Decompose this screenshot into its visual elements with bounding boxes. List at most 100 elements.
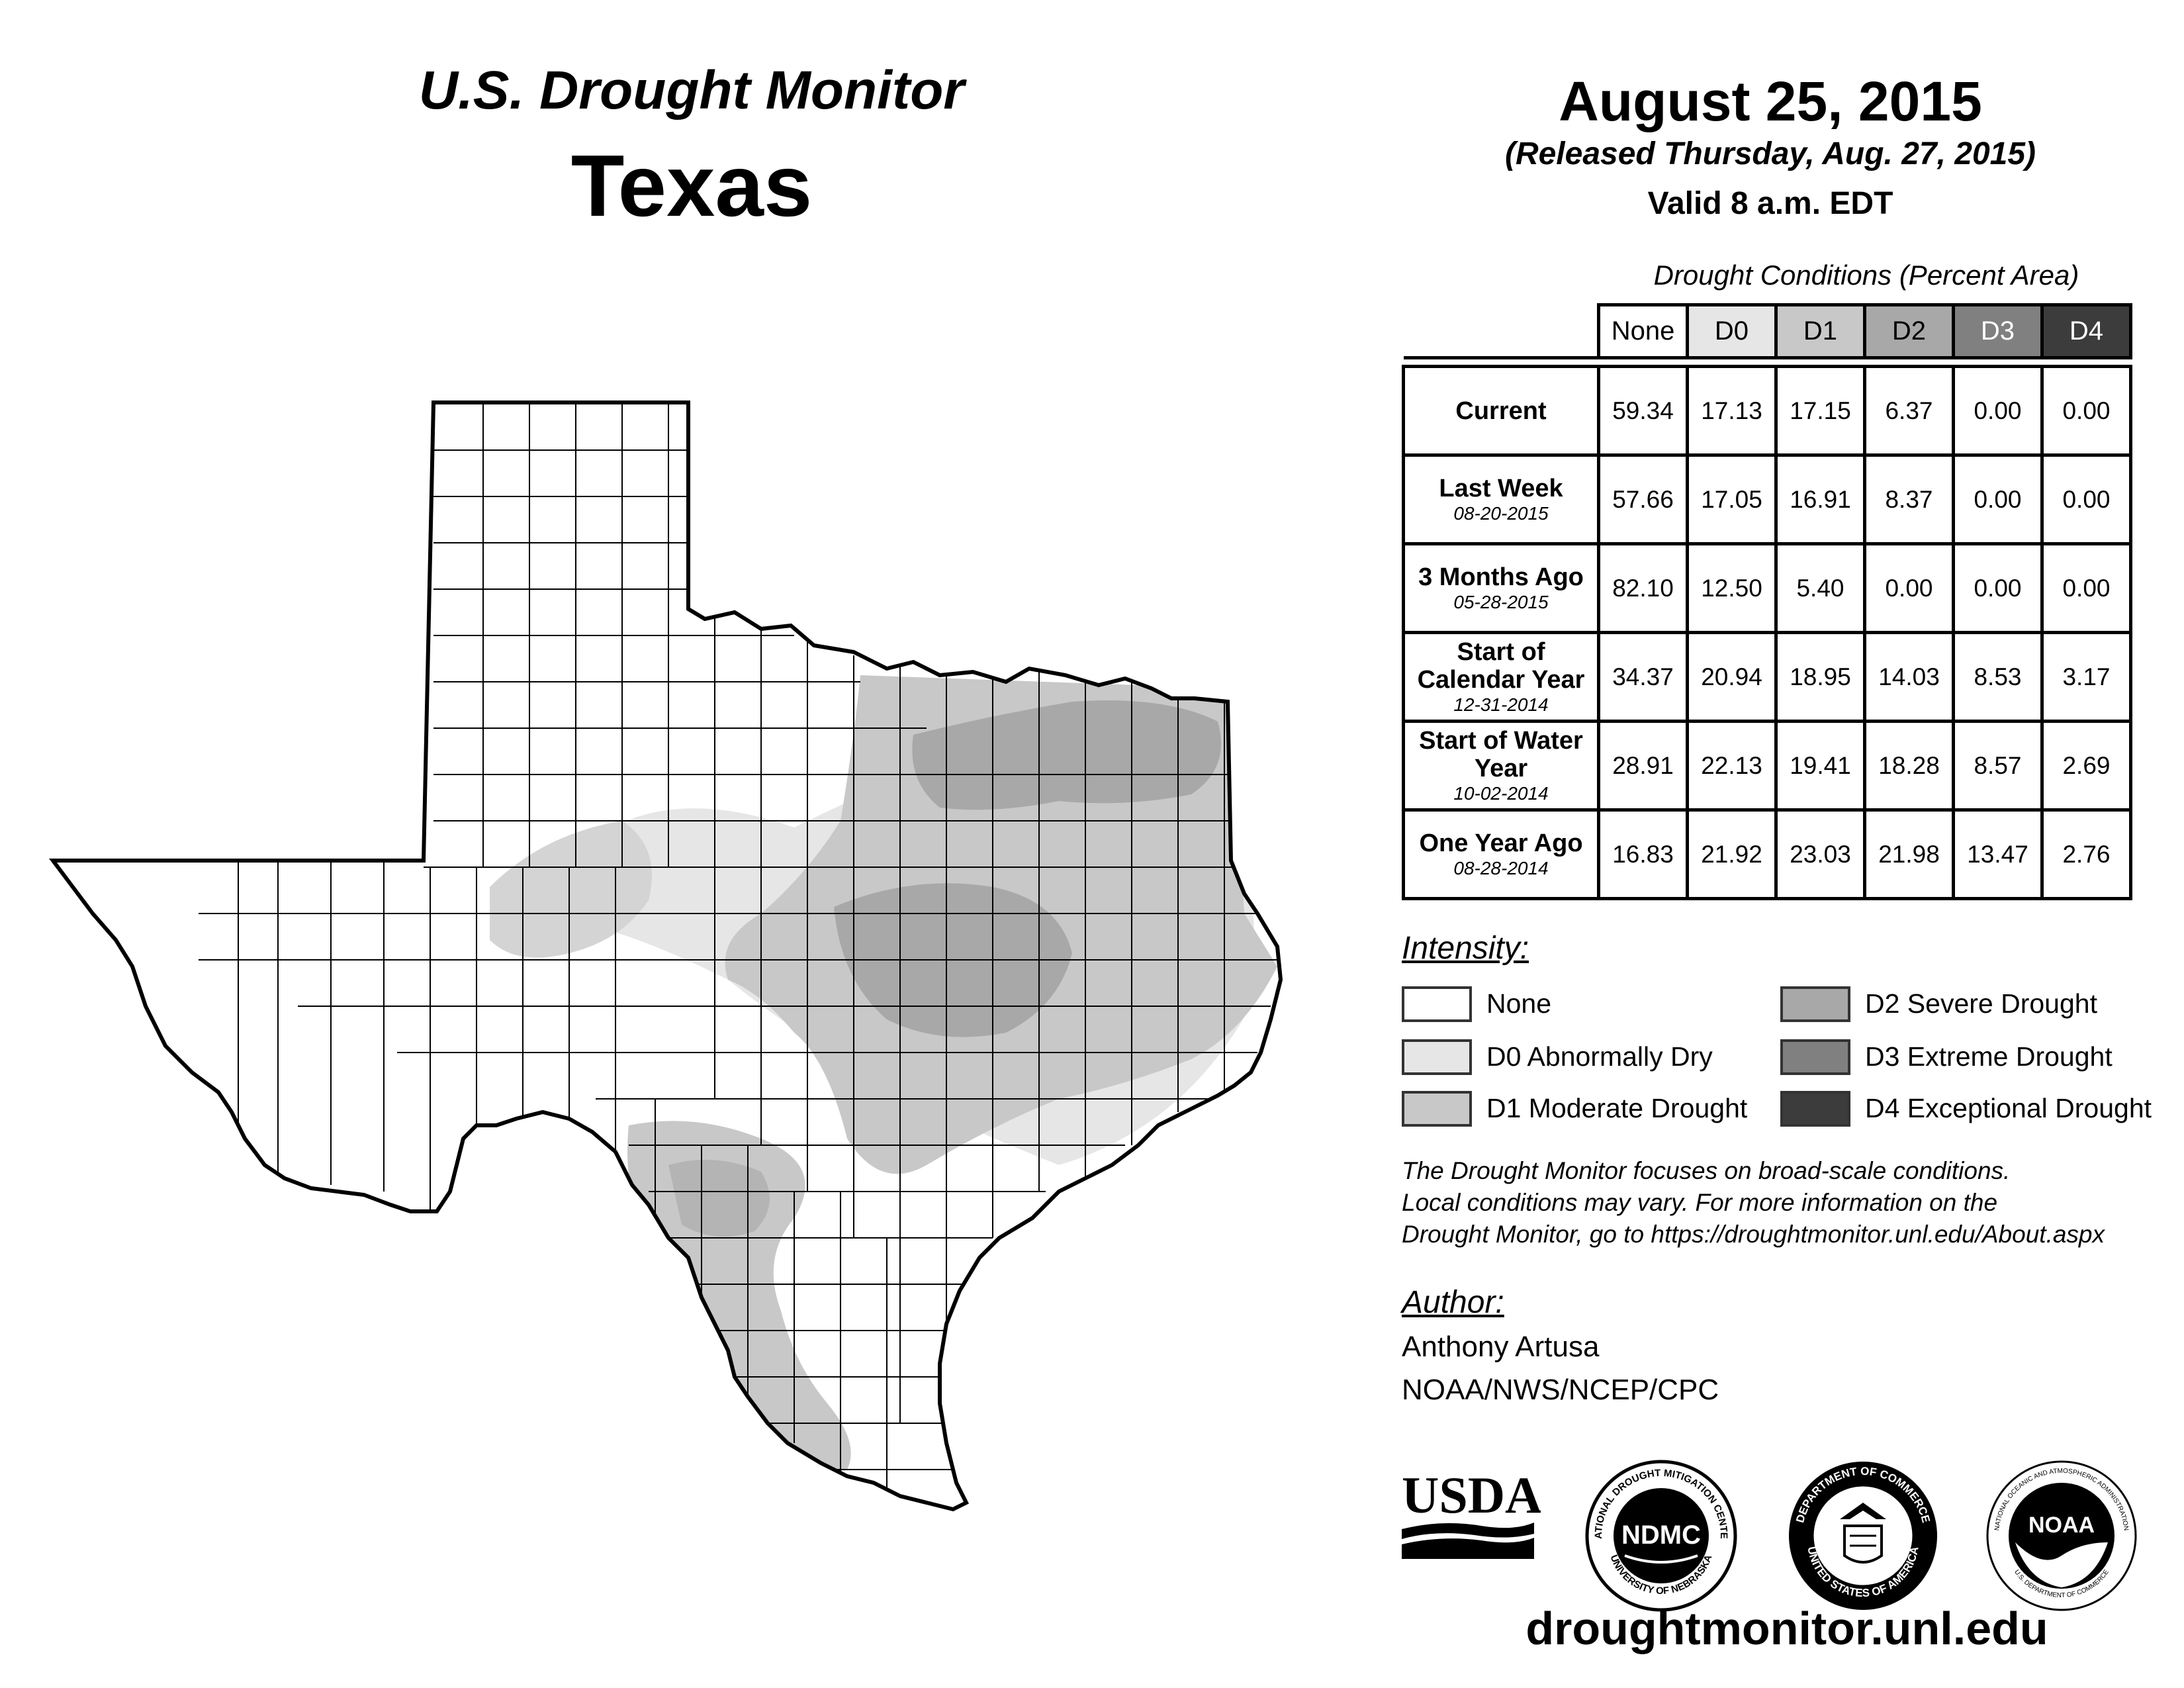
table-cell: 0.00 [2040, 453, 2132, 545]
noaa-logo: NATIONAL OCEANIC AND ATMOSPHERIC ADMINIS… [1986, 1460, 2137, 1611]
row-label-text: Last Week [1439, 474, 1563, 502]
table-cell: 8.37 [1863, 453, 1955, 545]
row-label: Current [1402, 365, 1600, 457]
legend-swatch [1780, 986, 1850, 1022]
row-label-text: Start of Water Year [1419, 726, 1583, 782]
release-date: (Released Thursday, Aug. 27, 2015) [1504, 136, 2036, 171]
table-cell: 0.00 [1952, 453, 2044, 545]
column-header-d1: D1 [1774, 303, 1866, 359]
table-cell: 59.34 [1597, 365, 1689, 457]
table-cell: 12.50 [1686, 542, 1778, 634]
table-cell: 17.05 [1686, 453, 1778, 545]
table-cell: 18.95 [1774, 631, 1866, 723]
column-header-none: None [1597, 303, 1689, 359]
table-cell: 34.37 [1597, 631, 1689, 723]
row-label: Start of Calendar Year 12-31-2014 [1402, 631, 1600, 723]
map-date: August 25, 2015 [1559, 70, 1982, 132]
row-date: 12-31-2014 [1453, 694, 1549, 715]
legend-label: D3 Extreme Drought [1865, 1041, 2113, 1072]
legend-swatch [1402, 1091, 1472, 1127]
table-cell: 23.03 [1774, 808, 1866, 900]
table-cell: 0.00 [1952, 542, 2044, 634]
usda-logo-text: USDA [1402, 1466, 1541, 1524]
table-header-row: None D0 D1 D2 D3 D4 [1403, 303, 2132, 359]
valid-time: Valid 8 a.m. EDT [1647, 186, 1893, 221]
disclaimer-note: The Drought Monitor focuses on broad-sca… [1402, 1155, 2176, 1250]
row-date: 05-28-2015 [1453, 591, 1549, 612]
state-title: Texas [570, 137, 813, 234]
legend-swatch [1402, 1039, 1472, 1075]
intensity-heading: Intensity: [1402, 931, 1529, 966]
table-cell: 0.00 [1952, 365, 2044, 457]
map-title: U.S. Drought Monitor [418, 60, 965, 120]
table-cell: 13.47 [1952, 808, 2044, 900]
table-cell: 17.13 [1686, 365, 1778, 457]
row-label: One Year Ago 08-28-2014 [1402, 808, 1600, 900]
row-date: 08-20-2015 [1453, 502, 1549, 524]
column-header-d4: D4 [2040, 303, 2132, 359]
legend-swatch [1402, 986, 1472, 1022]
drought-conditions-table: None D0 D1 D2 D3 D4 Current 59.34 17.13 17.… [1402, 303, 2132, 900]
table-cell: 0.00 [2040, 365, 2132, 457]
row-label-text: Current [1455, 397, 1547, 425]
table-cell: 20.94 [1686, 631, 1778, 723]
table-row: Start of Calendar Year 12-31-2014 34.37 20.… [1402, 631, 2132, 723]
table-cell: 3.17 [2040, 631, 2132, 723]
ndmc-logo: NATIONAL DROUGHT MITIGATION CENTER UNIVE… [1582, 1456, 1737, 1612]
table-cell: 2.69 [2040, 720, 2132, 812]
table-cell: 8.53 [1952, 631, 2044, 723]
row-date: 08-28-2014 [1453, 857, 1549, 878]
legend-label: D1 Moderate Drought [1486, 1093, 1748, 1123]
column-header-d2: D2 [1863, 303, 1955, 359]
row-label-text: One Year Ago [1419, 829, 1583, 857]
legend-label: D0 Abnormally Dry [1486, 1041, 1713, 1072]
county-boundaries [199, 402, 1277, 1489]
ndmc-logo-text: NDMC [1621, 1521, 1701, 1550]
row-label-text: 3 Months Ago [1418, 563, 1584, 591]
drought-area-d1-west [490, 821, 652, 958]
drought-area-d2-north [912, 700, 1221, 810]
table-cell: 16.83 [1597, 808, 1689, 900]
table-row: 3 Months Ago 05-28-2015 82.10 12.50 5.40 0.00… [1402, 542, 2132, 634]
drought-monitor-url[interactable]: droughtmonitor.unl.edu [1525, 1603, 2048, 1654]
table-cell: 16.91 [1774, 453, 1866, 545]
author-name: Anthony Artusa [1402, 1331, 1600, 1363]
legend-label: D2 Severe Drought [1865, 988, 2097, 1019]
legend-label: D4 Exceptional Drought [1865, 1093, 2152, 1123]
table-cell: 2.76 [2040, 808, 2132, 900]
author-org: NOAA/NWS/NCEP/CPC [1402, 1374, 1719, 1406]
table-cell: 19.41 [1774, 720, 1866, 812]
table-cell: 22.13 [1686, 720, 1778, 812]
note-line: Drought Monitor, go to https://droughtmo… [1402, 1221, 2105, 1248]
table-row: Last Week 08-20-2015 57.66 17.05 16.91 8.37 0.… [1402, 453, 2132, 545]
texas-border [49, 400, 1283, 1512]
row-label-text: Start of Calendar Year [1417, 637, 1585, 694]
column-header-d3: D3 [1952, 303, 2044, 359]
row-label: Last Week 08-20-2015 [1402, 453, 1600, 545]
drought-area-d2-south [668, 1160, 770, 1237]
table-row: Start of Water Year 10-02-2014 28.91 22.13 1… [1402, 720, 2132, 812]
table-cell: 21.92 [1686, 808, 1778, 900]
table-cell: 18.28 [1863, 720, 1955, 812]
table-corner [1403, 305, 1600, 359]
legend-swatch [1780, 1039, 1850, 1075]
table-caption: Drought Conditions (Percent Area) [1653, 259, 2079, 291]
row-label: 3 Months Ago 05-28-2015 [1402, 542, 1600, 634]
table-cell: 14.03 [1863, 631, 1955, 723]
table-cell: 21.98 [1863, 808, 1955, 900]
column-header-d0: D0 [1686, 303, 1778, 359]
table-row: One Year Ago 08-28-2014 16.83 21.92 23.03 21.… [1402, 808, 2132, 900]
legend-label: None [1486, 988, 1552, 1019]
author-heading: Author: [1402, 1285, 1504, 1320]
table-cell: 5.40 [1774, 542, 1866, 634]
noaa-logo-text: NOAA [2028, 1513, 2095, 1538]
table-cell: 82.10 [1597, 542, 1689, 634]
table-cell: 0.00 [2040, 542, 2132, 634]
table-cell: 57.66 [1597, 453, 1689, 545]
table-cell: 8.57 [1952, 720, 2044, 812]
table-cell: 28.91 [1597, 720, 1689, 812]
usda-logo: USDA [1402, 1466, 1541, 1559]
texas-outline [53, 402, 1281, 1509]
note-line: The Drought Monitor focuses on broad-sca… [1402, 1157, 2011, 1184]
texas-drought-map [49, 400, 1283, 1512]
